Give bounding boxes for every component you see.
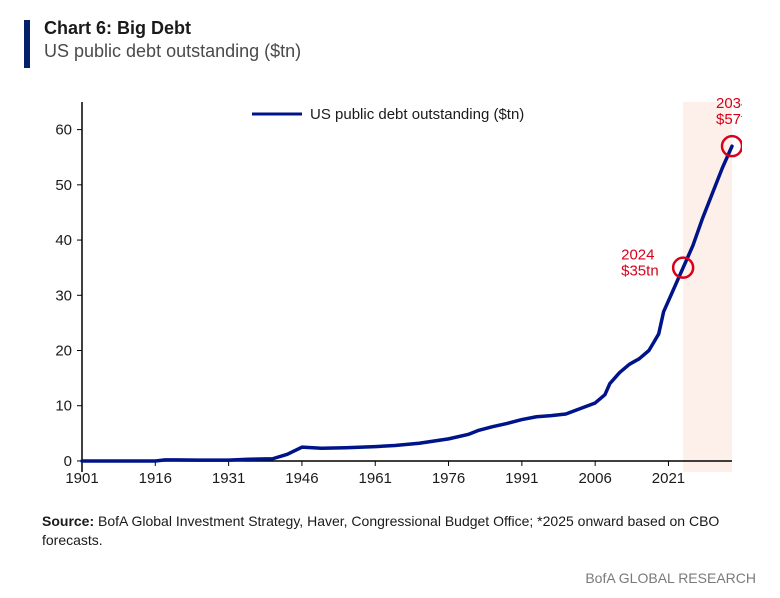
accent-bar [24, 20, 30, 68]
y-tick-label: 40 [55, 232, 72, 249]
chart-title: Chart 6: Big Debt [44, 18, 301, 39]
legend-label: US public debt outstanding ($tn) [310, 106, 524, 123]
source-text: BofA Global Investment Strategy, Haver, … [42, 513, 719, 548]
y-tick-label: 60 [55, 122, 72, 139]
x-tick-label: 2021 [652, 470, 685, 487]
y-tick-label: 20 [55, 343, 72, 360]
debt-line [82, 146, 732, 461]
forecast-band [683, 102, 732, 472]
callout-text: $57tn [716, 111, 742, 128]
x-tick-label: 1991 [505, 470, 538, 487]
x-tick-label: 1961 [359, 470, 392, 487]
x-tick-label: 1946 [285, 470, 318, 487]
brand-label: BofA GLOBAL RESEARCH [585, 570, 756, 586]
x-tick-label: 1931 [212, 470, 245, 487]
source-label: Source: [42, 513, 94, 529]
callout-text: 2034* [716, 95, 742, 112]
x-tick-label: 1901 [65, 470, 98, 487]
x-tick-label: 1976 [432, 470, 465, 487]
y-tick-label: 10 [55, 398, 72, 415]
x-tick-label: 1916 [139, 470, 172, 487]
x-tick-label: 2006 [578, 470, 611, 487]
line-chart: US public debt outstanding ($tn) 0 10 20 30 4… [42, 92, 742, 500]
y-tick-label: 50 [55, 177, 72, 194]
chart-area: US public debt outstanding ($tn) 0 10 20 30 4… [42, 92, 742, 500]
callout-text: $35tn [621, 263, 659, 280]
source-footer: Source: BofA Global Investment Strategy,… [42, 512, 742, 550]
callout-text: 2024 [621, 247, 654, 264]
y-tick-label: 30 [55, 287, 72, 304]
chart-header: Chart 6: Big Debt US public debt outstan… [0, 0, 780, 68]
y-tick-label: 0 [64, 453, 72, 470]
chart-subtitle: US public debt outstanding ($tn) [44, 41, 301, 62]
title-block: Chart 6: Big Debt US public debt outstan… [44, 18, 301, 62]
